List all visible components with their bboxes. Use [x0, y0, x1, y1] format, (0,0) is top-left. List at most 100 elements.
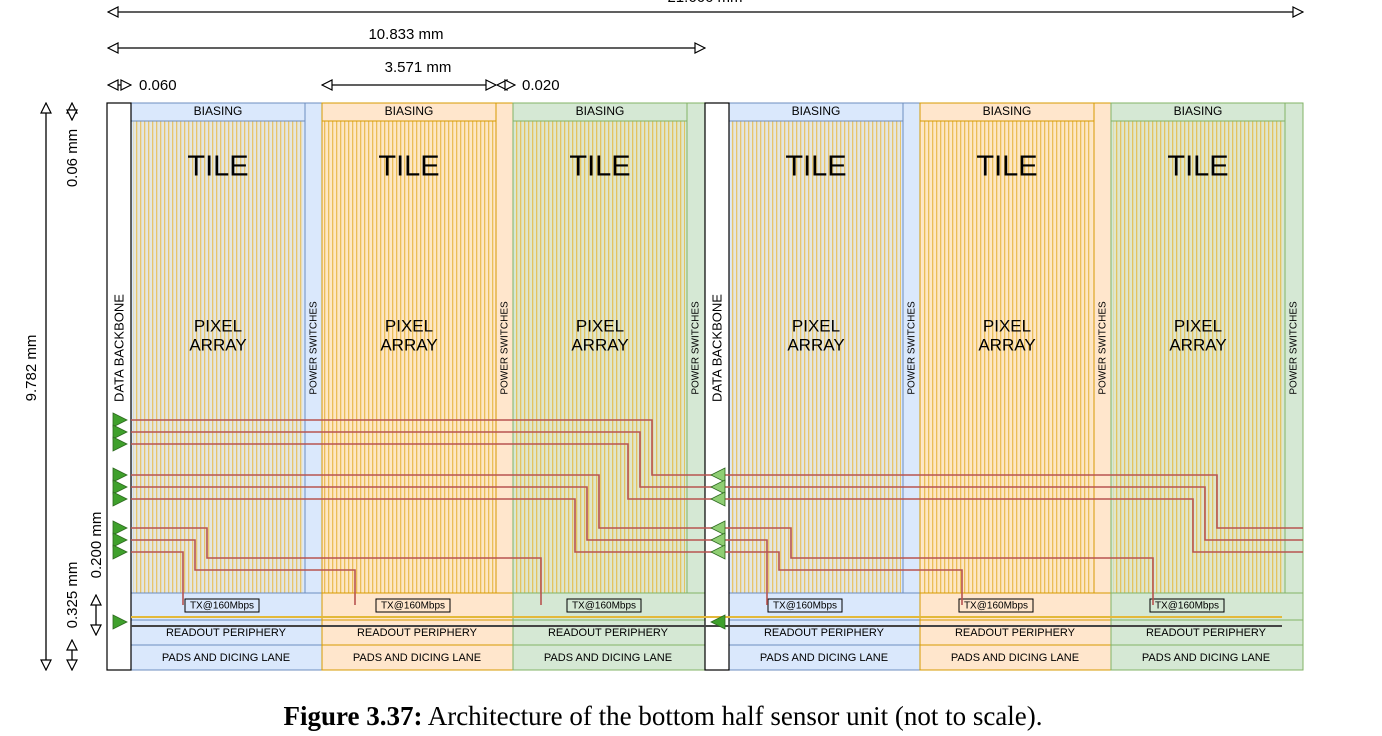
pixel-array [515, 121, 685, 593]
block [728, 644, 922, 671]
backbone-label: DATA BACKBONE [111, 294, 126, 402]
dim-label: 0.325 mm [64, 562, 81, 629]
pixel-label: ARRAY [1169, 335, 1226, 354]
pixel-label: ARRAY [189, 335, 246, 354]
dim-label: 3.571 mm [385, 59, 452, 76]
switch-label: POWER SWITCHES [1098, 301, 1109, 395]
pixel-array [324, 121, 494, 593]
tile-label: TILE [976, 151, 1037, 183]
readout-label: READOUT PERIPHERY [764, 627, 885, 639]
pads-label: PADS AND DICING LANE [162, 652, 290, 664]
tx-triangle [112, 436, 128, 452]
tile-label: TILE [569, 151, 630, 183]
pixel-label: ARRAY [571, 335, 628, 354]
tile-label: TILE [187, 151, 248, 183]
biasing-label: BIASING [1174, 104, 1223, 118]
pads-label: PADS AND DICING LANE [951, 652, 1079, 664]
tx-triangle [112, 479, 128, 495]
dim-label: 9.782 mm [23, 335, 40, 402]
block [1110, 592, 1304, 621]
tx-label: TX@160Mbps [572, 601, 636, 612]
pads-label: PADS AND DICING LANE [760, 652, 888, 664]
tx-triangle [112, 532, 128, 548]
buses [131, 616, 1282, 627]
block [1110, 619, 1304, 646]
pixel-array [922, 121, 1092, 593]
tx-box [566, 598, 642, 613]
pixel-array [731, 121, 901, 593]
rx-triangle [710, 614, 726, 630]
pixel-label: PIXEL [792, 316, 840, 335]
pads-label: PADS AND DICING LANE [353, 652, 481, 664]
tx-label: TX@160Mbps [381, 601, 445, 612]
tx-triangle [112, 424, 128, 440]
tx-box [958, 598, 1034, 613]
block [919, 592, 1113, 621]
backbone [704, 102, 730, 671]
tx-triangle [112, 520, 128, 536]
wire [131, 527, 542, 605]
rx-triangle [710, 479, 726, 495]
readout-label: READOUT PERIPHERY [357, 627, 478, 639]
tx-label: TX@160Mbps [964, 601, 1028, 612]
block [512, 644, 706, 671]
caption-label: Figure 3.37: [283, 701, 422, 731]
pixel-label: PIXEL [194, 316, 242, 335]
block [919, 644, 1113, 671]
biasing-label: BIASING [194, 104, 243, 118]
triangles [112, 412, 726, 630]
dim-label: 21.666 mm [667, 0, 742, 6]
block [512, 592, 706, 621]
backbone-label: DATA BACKBONE [709, 294, 724, 402]
dim-label: 0.06 mm [64, 129, 81, 187]
tx-box [767, 598, 843, 613]
tx-triangle [112, 467, 128, 483]
tx-label: TX@160Mbps [773, 601, 837, 612]
block [130, 592, 324, 621]
pixel-label: PIXEL [385, 316, 433, 335]
pixel-label: PIXEL [983, 316, 1031, 335]
tile-label: TILE [785, 151, 846, 183]
tx-label: TX@160Mbps [190, 601, 254, 612]
tx-triangle [112, 412, 128, 428]
rx-triangle [710, 532, 726, 548]
biasing-label: BIASING [792, 104, 841, 118]
pads-label: PADS AND DICING LANE [1142, 652, 1270, 664]
rx-triangle [710, 544, 726, 560]
pixel-label: ARRAY [978, 335, 1035, 354]
switch-label: POWER SWITCHES [1289, 301, 1300, 395]
caption-text: Architecture of the bottom half sensor u… [428, 701, 1043, 731]
block [1110, 644, 1304, 671]
dimension-arrows [46, 12, 1303, 670]
biasing-label: BIASING [576, 104, 625, 118]
switch-label: POWER SWITCHES [500, 301, 511, 395]
rx-triangle [710, 467, 726, 483]
pixel-array [133, 121, 303, 593]
switch-label: POWER SWITCHES [691, 301, 702, 395]
tx-label: TX@160Mbps [1155, 601, 1219, 612]
pixel-label: PIXEL [576, 316, 624, 335]
biasing-label: BIASING [385, 104, 434, 118]
readout-label: READOUT PERIPHERY [1146, 627, 1267, 639]
switch-label: POWER SWITCHES [907, 301, 918, 395]
tx-box [184, 598, 260, 613]
pads-label: PADS AND DICING LANE [544, 652, 672, 664]
caption: Figure 3.37: Architecture of the bottom … [283, 701, 1042, 731]
wire [131, 419, 729, 500]
readout-label: READOUT PERIPHERY [166, 627, 287, 639]
readout-label: READOUT PERIPHERY [955, 627, 1076, 639]
rx-triangle [710, 491, 726, 507]
pixel-label: PIXEL [1174, 316, 1222, 335]
backbone [106, 102, 132, 671]
block [321, 644, 515, 671]
pixel-array [1113, 121, 1283, 593]
tx-triangle [112, 491, 128, 507]
tx-triangle [112, 614, 128, 630]
wire [729, 527, 1154, 605]
rx-triangle [710, 520, 726, 536]
tx-box [375, 598, 451, 613]
tile-label: TILE [378, 151, 439, 183]
wires [131, 419, 1303, 605]
